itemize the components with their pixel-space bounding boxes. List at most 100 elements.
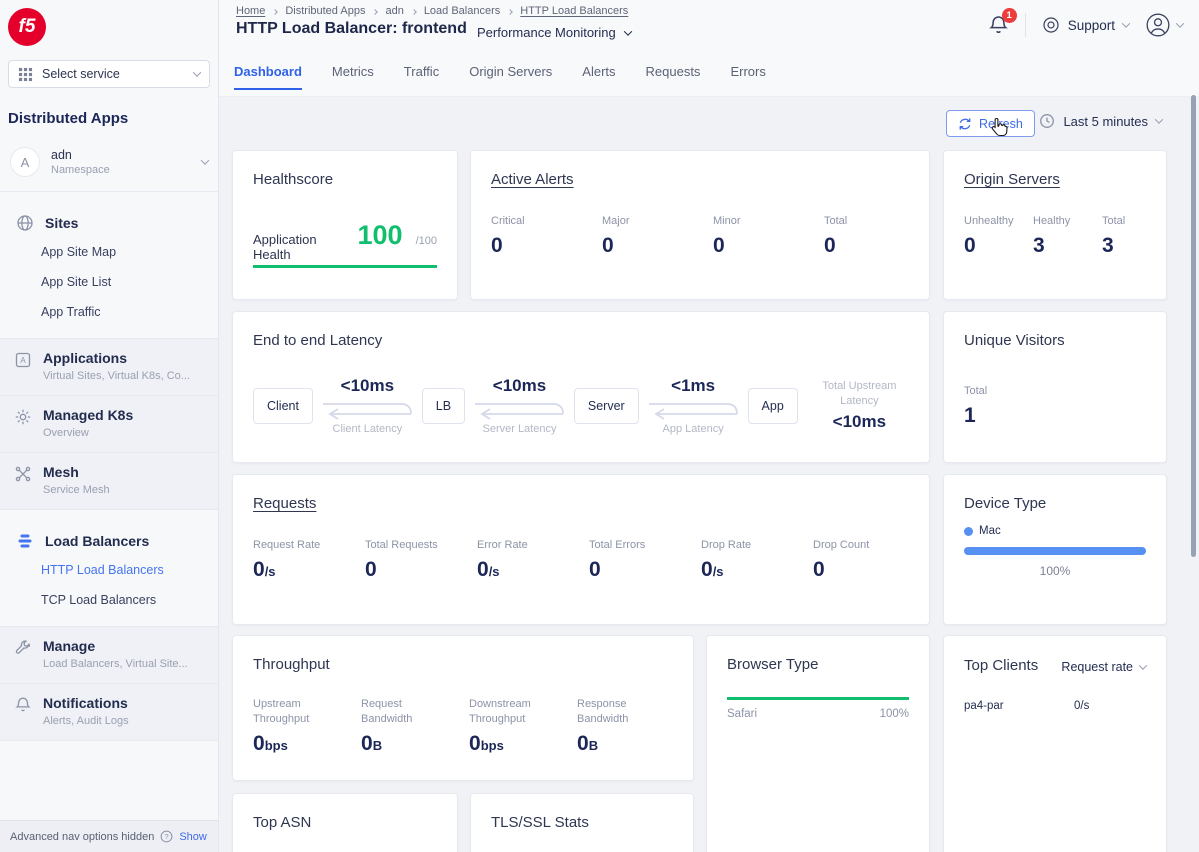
sidebar-item-subtitle: Load Balancers, Virtual Site... [43, 658, 188, 670]
metric: Total 0 [824, 215, 935, 258]
wrench-icon [15, 640, 31, 654]
sidebar-item-label: Managed K8s [43, 407, 134, 423]
card-title-link[interactable]: Requests [253, 495, 317, 512]
throughput-card: Throughput Upstream Throughput 0bps Requ… [232, 635, 694, 781]
chevron-down-icon [1175, 19, 1185, 28]
breadcrumb-adn: adn [385, 5, 404, 17]
metric: Response Bandwidth 0B [577, 697, 685, 756]
time-range-selector[interactable]: Last 5 minutes [1039, 113, 1164, 129]
divider [1024, 13, 1026, 37]
legend-label: Mac [979, 525, 1001, 537]
healthscore-card: Healthscore Application Health 100 /100 [232, 150, 458, 300]
metric: Unhealthy 0 [964, 215, 1033, 258]
scrollbar-thumb[interactable] [1191, 95, 1196, 557]
total-latency-value: <10ms [832, 412, 887, 432]
sidebar-section-title: Distributed Apps [8, 110, 129, 127]
latency-node-server: Server [573, 387, 639, 424]
chevron-down-icon [623, 26, 632, 36]
browser-type-card: Browser Type Safari 100% [706, 635, 930, 852]
card-title-link[interactable]: Origin Servers [964, 171, 1060, 188]
metric: Critical 0 [491, 215, 602, 258]
chevron-down-icon [1121, 19, 1131, 28]
metric-suffix: /s [488, 564, 500, 579]
requests-card: Requests Request Rate 0/s Total Requests… [232, 474, 930, 625]
f5-logo[interactable]: f5 [8, 8, 46, 46]
legend-dot [964, 526, 973, 536]
breadcrumb-http-load-balancers[interactable]: HTTP Load Balancers [520, 5, 629, 17]
metric-value: 0 [253, 558, 265, 581]
select-service-dropdown[interactable]: Select service [8, 60, 210, 88]
card-title: Top Clients [964, 657, 1039, 674]
breadcrumb-separator [410, 8, 417, 15]
metric: Major 0 [602, 215, 713, 258]
metric-label: Total Errors [589, 539, 646, 551]
sidebar-item-mesh[interactable]: Mesh Service Mesh [0, 452, 218, 510]
tab-dashboard[interactable]: Dashboard [234, 64, 302, 90]
latency-value: <1ms [671, 376, 716, 395]
metric-suffix: bps [264, 737, 288, 753]
tab-origin-servers[interactable]: Origin Servers [469, 64, 553, 79]
sidebar-item-app-site-map[interactable]: App Site Map [41, 245, 117, 259]
support-icon [1043, 17, 1059, 33]
client-value: 0/s [1074, 700, 1090, 713]
metric-label: Total [824, 215, 848, 227]
sidebar-item-managed-k8s[interactable]: Managed K8s Overview [0, 395, 218, 453]
latency-value: <10ms [492, 376, 547, 395]
metric-value: 3 [1033, 234, 1045, 257]
healthscore-value: 100 [357, 220, 403, 250]
namespace-selector[interactable]: A adn Namespace [0, 139, 218, 192]
globe-icon [17, 215, 33, 231]
card-title: TLS/SSL Stats [491, 814, 589, 831]
sidebar-item-manage[interactable]: Manage Load Balancers, Virtual Site... [0, 626, 218, 684]
metric-suffix: B [588, 737, 599, 753]
sidebar-item-app-site-list[interactable]: App Site List [41, 275, 112, 289]
tab-errors[interactable]: Errors [730, 64, 766, 79]
chevron-down-icon [192, 68, 202, 77]
metric-label: Upstream Throughput [253, 698, 310, 725]
view-selector[interactable]: Performance Monitoring [477, 25, 632, 40]
sidebar-item-tcp-load-balancers[interactable]: TCP Load Balancers [41, 593, 157, 607]
metric-label: Minor [713, 215, 741, 227]
clock-icon [1040, 114, 1055, 128]
sort-selector[interactable]: Request rate [1061, 660, 1148, 674]
page-title: HTTP Load Balancer: frontend [236, 20, 467, 37]
breadcrumb-home[interactable]: Home [236, 5, 266, 17]
metric-label: Response Bandwidth [577, 698, 629, 725]
tls-stats-card: TLS/SSL Stats [470, 793, 694, 852]
tab-requests[interactable]: Requests [645, 64, 701, 79]
metric: Total Errors 0 [589, 539, 701, 582]
namespace-type: Namespace [51, 164, 110, 176]
tab-traffic[interactable]: Traffic [403, 64, 440, 79]
chevron-down-icon [1154, 115, 1164, 124]
healthscore-max: /100 [415, 235, 437, 247]
tab-alerts[interactable]: Alerts [582, 64, 616, 79]
notifications-button[interactable]: 1 [988, 7, 1017, 37]
sidebar-item-http-load-balancers[interactable]: HTTP Load Balancers [41, 563, 164, 577]
account-menu[interactable] [1145, 12, 1185, 38]
help-icon[interactable]: ? [160, 830, 173, 843]
unique-visitors-card: Unique Visitors Total 1 [943, 311, 1167, 463]
tab-metrics[interactable]: Metrics [331, 64, 374, 79]
sidebar-item-applications[interactable]: A Applications Virtual Sites, Virtual K8… [0, 338, 218, 396]
sidebar-item-label: Mesh [43, 464, 79, 480]
metric: Drop Count 0 [813, 539, 925, 582]
refresh-button[interactable]: Refresh [946, 110, 1035, 137]
sidebar-item-subtitle: Service Mesh [43, 484, 110, 496]
metric-value: 0 [964, 234, 976, 257]
healthscore-label: Application Health [253, 232, 317, 262]
metric: Upstream Throughput 0bps [253, 697, 361, 756]
metric-suffix: /s [264, 564, 276, 579]
latency-label: Client Latency [332, 423, 403, 435]
healthscore-bar [253, 265, 437, 268]
sidebar-item-subtitle: Alerts, Audit Logs [43, 715, 129, 727]
sidebar-item-load-balancers[interactable]: Load Balancers [0, 526, 218, 555]
support-menu[interactable]: Support [1042, 16, 1131, 34]
sidebar-item-notifications[interactable]: Notifications Alerts, Audit Logs [0, 683, 218, 741]
sidebar-item-sites[interactable]: Sites [0, 208, 218, 237]
metric-label: Healthy [1033, 215, 1071, 227]
show-advanced-nav-link[interactable]: Show [179, 830, 207, 843]
main-content: Home Distributed Apps adn Load Balancers… [219, 0, 1199, 852]
card-title-link[interactable]: Active Alerts [491, 171, 574, 188]
browser-row: Safari 100% [727, 708, 909, 720]
sidebar-item-app-traffic[interactable]: App Traffic [41, 305, 101, 319]
